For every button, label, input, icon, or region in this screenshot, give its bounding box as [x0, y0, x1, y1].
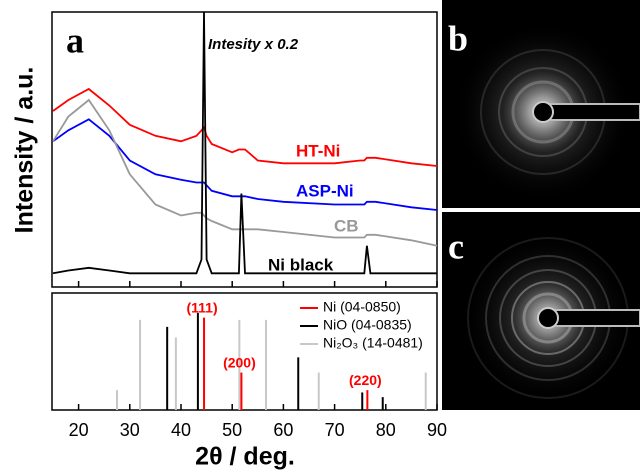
x-tick-label: 80 — [376, 420, 396, 440]
legend-label: Ni₂O₃ (14-0481) — [323, 335, 423, 351]
panel-label: b — [448, 18, 468, 58]
xrd-curve — [52, 118, 438, 211]
peak-label: (220) — [349, 372, 382, 388]
x-tick-label: 90 — [427, 420, 447, 440]
saed-image-c — [442, 212, 640, 410]
x-tick-label: 20 — [69, 420, 89, 440]
x-axis-label: 2θ / deg. — [195, 443, 295, 471]
plot-frame — [51, 11, 438, 288]
panel-label: a — [66, 20, 84, 60]
series-label: ASP-Ni — [296, 181, 354, 200]
x-tick-label: 50 — [222, 420, 242, 440]
peak-label: (200) — [223, 354, 256, 370]
xrd-curve — [52, 87, 438, 167]
peak-label: (111) — [186, 299, 217, 315]
x-tick-label: 70 — [325, 420, 345, 440]
legend-label: NiO (04-0835) — [323, 317, 412, 333]
annotation: Intesity x 0.2 — [208, 36, 299, 53]
series-label: HT-Ni — [296, 141, 340, 160]
x-tick-label: 40 — [171, 420, 191, 440]
xrd-curve — [52, 11, 437, 275]
x-tick-label: 30 — [120, 420, 140, 440]
series-label: CB — [334, 216, 359, 235]
saed-image-b — [442, 0, 640, 208]
y-axis-label: Intensity / a.u. — [11, 67, 39, 234]
plot-frame — [51, 292, 438, 411]
legend-label: Ni (04-0850) — [323, 299, 401, 315]
x-tick-label: 60 — [273, 420, 293, 440]
series-label: Ni black — [268, 255, 334, 274]
xrd-curve — [52, 98, 438, 247]
panel-label: c — [448, 226, 464, 266]
